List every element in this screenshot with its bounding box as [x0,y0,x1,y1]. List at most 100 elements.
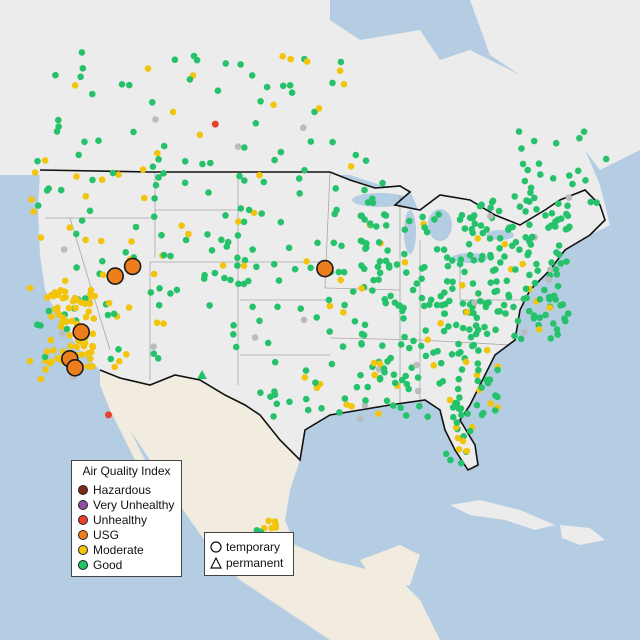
monitor-dot [463,308,471,316]
monitor-dot [387,292,394,300]
monitor-dot [152,116,159,123]
monitor-dot [550,292,558,300]
monitor-dot [61,288,69,296]
monitor-dot [478,384,485,391]
monitor-dot [211,120,219,128]
monitor-dot [264,339,272,347]
monitor-dot [111,363,118,371]
monitor-dot [545,224,552,231]
monitor-dot [50,347,57,354]
monitor-dot [337,276,345,284]
monitor-dot [511,332,518,340]
monitor-dot [257,389,264,397]
monitor-dot [401,226,409,233]
monitor-dot [340,80,348,88]
monitor-dot [459,437,467,445]
monitor-dot [26,357,34,365]
cuba-land [450,500,555,530]
monitor-dot [208,247,216,254]
monitor-dot [502,310,509,317]
state-border-line [419,339,511,346]
monitor-dot [330,239,338,247]
monitor-dot [526,221,533,228]
monitor-dot [65,304,73,312]
monitor-dot [457,348,464,356]
monitor-dot [437,320,444,327]
monitor-dot [315,105,323,112]
monitor-dot [542,212,549,219]
monitor-dot [302,395,310,403]
monitor-dot [563,258,570,265]
monitor-dot [483,226,491,233]
monitor-dot [72,304,79,312]
monitor-dot [448,257,456,264]
monitor-dot [494,393,501,401]
legend-label: permanent [226,556,284,570]
monitor-dot [206,302,213,309]
monitor-dot [326,302,334,310]
alaska-land [0,60,30,120]
monitor-dot [73,343,81,351]
monitor-dot [52,71,59,79]
monitor-dot [150,343,157,351]
monitor-dot [491,407,499,414]
monitor-dot [576,134,583,142]
monitor-dot [374,263,382,271]
monitor-dot [30,208,37,215]
hazardous-swatch-icon [78,485,88,495]
monitor-dot [167,252,174,260]
monitor-dot [369,287,376,294]
monitor-dot [115,358,123,365]
monitor-dot [510,303,517,311]
monitor-dot [181,179,189,187]
monitor-dot [582,177,589,184]
monitor-dot [34,157,41,165]
monitor-dot [430,362,438,369]
monitor-dot [277,148,285,156]
monitor-dot [141,194,148,202]
monitor-dot [199,160,206,168]
monitor-dot [204,231,211,238]
monitor-dot [75,151,82,159]
monitor-dot [256,317,263,325]
monitor-dot [97,237,105,245]
monitor-dot [420,302,428,310]
monitor-dot [546,295,553,303]
monitor-dot [402,372,410,380]
monitor-dot [48,313,55,320]
monitor-dot [475,290,482,297]
monitor-dot [53,128,61,135]
monitor-dot [503,277,511,285]
monitor-dot [329,79,336,87]
monitor-dot [160,320,167,327]
circle-icon [210,541,222,553]
monitor-dot [382,212,390,219]
monitor-dot [393,261,401,268]
monitor-dot [249,303,256,311]
monitor-dot [455,375,463,383]
monitor-dot [522,208,529,215]
legend-item-unhealthy: Unhealthy [78,513,147,527]
monitor-dot [422,327,430,334]
monitor-dot [457,459,465,467]
monitor-dot [66,332,73,339]
monitor-dot [395,302,402,309]
monitor-dot [118,81,126,88]
monitor-dot [123,351,130,358]
monitor-dot [253,527,261,534]
monitor-dot [335,268,343,276]
monitor-dots [26,49,610,540]
monitor-dot [302,367,310,374]
monitor-dot [339,343,347,350]
monitor-dot [41,353,49,361]
monitor-dot [512,266,519,273]
unhealthy-swatch-icon [78,515,88,525]
monitor-dot [501,253,508,260]
monitor-dot [89,343,97,351]
monitor-dot [82,236,89,244]
monitor-dot [441,300,449,308]
monitor-dot [433,246,441,253]
monitor-dot [536,314,544,322]
monitor-dot [271,358,279,366]
monitor-dot [230,322,237,329]
